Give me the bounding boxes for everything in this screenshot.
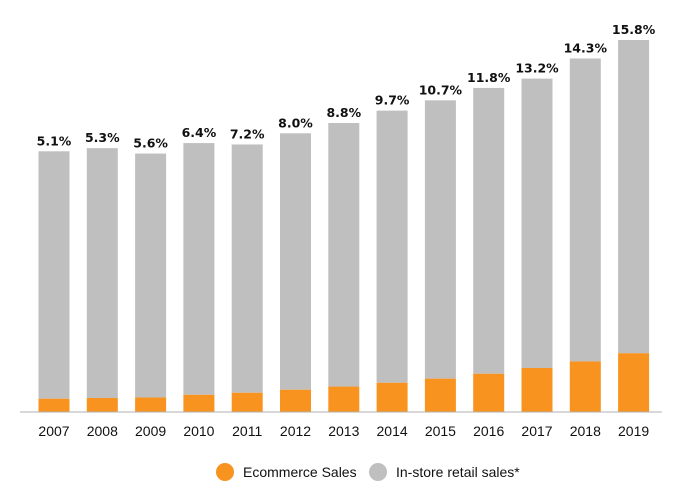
bar-instore-2008	[86, 148, 118, 399]
x-tick-label-2019: 2019	[618, 423, 649, 439]
bar-ecommerce-2010	[183, 394, 215, 412]
value-label-2018: 14.3%	[564, 40, 608, 55]
bar-instore-2016	[473, 87, 505, 374]
value-label-2010: 6.4%	[182, 125, 217, 140]
bar-instore-2019	[618, 40, 650, 354]
bar-instore-2009	[135, 153, 167, 398]
x-tick-label-2015: 2015	[425, 423, 456, 439]
bar-instore-2018	[569, 58, 601, 362]
legend-swatch-ecommerce	[216, 463, 234, 481]
value-label-2013: 8.8%	[326, 105, 361, 120]
bar-instore-2017	[521, 78, 553, 368]
x-tick-label-2010: 2010	[183, 423, 214, 439]
bar-instore-2010	[183, 143, 215, 395]
x-tick-label-2014: 2014	[377, 423, 408, 439]
bar-ecommerce-2013	[328, 386, 360, 412]
bar-ecommerce-2012	[280, 389, 311, 412]
bar-instore-2007	[38, 151, 70, 399]
value-label-2011: 7.2%	[230, 126, 265, 141]
legend-label-instore: In-store retail sales*	[396, 464, 520, 480]
x-tick-label-2013: 2013	[328, 423, 359, 439]
value-label-2019: 15.8%	[612, 22, 656, 37]
value-label-2012: 8.0%	[278, 115, 313, 130]
legend-swatch-instore	[369, 463, 387, 481]
bar-ecommerce-2008	[86, 398, 118, 412]
x-tick-label-2017: 2017	[521, 423, 552, 439]
bar-ecommerce-2016	[473, 373, 505, 412]
bar-ecommerce-2009	[135, 397, 167, 412]
x-tick-label-2008: 2008	[87, 423, 118, 439]
bar-ecommerce-2007	[38, 398, 70, 412]
bar-ecommerce-2015	[424, 378, 456, 412]
bars-layer	[38, 40, 650, 412]
bar-ecommerce-2011	[231, 392, 263, 412]
bar-ecommerce-2018	[569, 361, 601, 412]
x-tick-label-2007: 2007	[38, 423, 69, 439]
labels-layer: 5.1% 2007 5.3% 2008 5.6% 2009 6.4% 2010 7.2% 2011…	[37, 22, 656, 439]
x-tick-label-2012: 2012	[280, 423, 311, 439]
x-tick-label-2009: 2009	[135, 423, 166, 439]
bar-instore-2014	[376, 110, 408, 383]
legend-label-ecommerce: Ecommerce Sales	[243, 464, 357, 480]
bar-instore-2012	[280, 133, 311, 390]
value-label-2017: 13.2%	[515, 61, 559, 76]
value-label-2015: 10.7%	[419, 82, 463, 97]
bar-ecommerce-2019	[618, 353, 650, 412]
value-label-2009: 5.6%	[133, 136, 168, 151]
value-label-2007: 5.1%	[37, 133, 72, 148]
bar-ecommerce-2014	[376, 382, 408, 412]
bar-ecommerce-2017	[521, 367, 553, 412]
bar-instore-2015	[424, 100, 456, 379]
bar-instore-2013	[328, 123, 360, 387]
x-tick-label-2018: 2018	[570, 423, 601, 439]
value-label-2014: 9.7%	[375, 93, 410, 108]
value-label-2008: 5.3%	[85, 130, 120, 145]
x-tick-label-2011: 2011	[232, 423, 262, 439]
bar-instore-2011	[231, 144, 263, 393]
value-label-2016: 11.8%	[467, 70, 511, 85]
x-tick-label-2016: 2016	[473, 423, 504, 439]
legend: Ecommerce Sales In-store retail sales*	[216, 463, 520, 481]
